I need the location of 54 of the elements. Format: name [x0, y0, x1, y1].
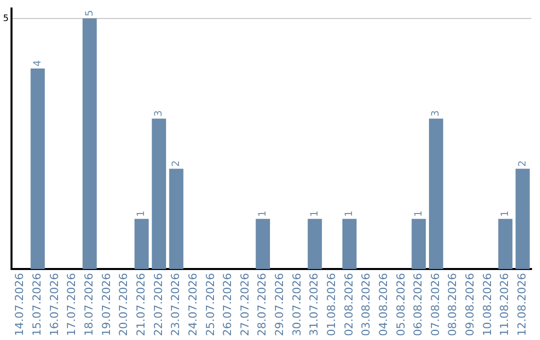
data-label: 3 [154, 110, 165, 117]
x-tick-label: 30.07.2026 [290, 273, 304, 336]
x-tick-label: 27.07.2026 [238, 273, 252, 336]
data-label: 4 [32, 60, 44, 67]
bar [342, 218, 357, 270]
data-label: 1 [500, 210, 511, 217]
data-label: 1 [344, 210, 356, 217]
x-tick-label: 11.08.2026 [498, 273, 512, 336]
x-tick-label: 16.07.2026 [48, 273, 61, 336]
data-label: 5 [84, 10, 96, 16]
bar [134, 218, 149, 270]
bar [30, 68, 45, 270]
x-tick-label: 06.08.2026 [412, 273, 425, 336]
data-label: 2 [517, 160, 528, 167]
x-tick-label: 05.08.2026 [394, 273, 408, 336]
data-label: 1 [257, 210, 268, 217]
x-tick-label: 04.08.2026 [376, 273, 390, 336]
data-label: 1 [413, 210, 424, 217]
x-tick-label: 25.07.2026 [204, 273, 217, 336]
bar [498, 218, 512, 270]
bar [308, 218, 322, 270]
x-tick-label: 07.08.2026 [428, 273, 442, 336]
bar [82, 18, 97, 270]
x-tick-label: 23.07.2026 [169, 273, 182, 336]
bar [169, 168, 184, 270]
x-tick-label: 18.07.2026 [82, 273, 96, 336]
x-tick-label: 01.08.2026 [325, 273, 338, 336]
x-tick-label: 28.07.2026 [256, 273, 269, 336]
bar [152, 118, 166, 270]
x-tick-label: 12.08.2026 [516, 273, 529, 336]
x-tick-label: 08.08.2026 [446, 273, 460, 336]
x-tick-label: 17.07.2026 [65, 273, 78, 336]
x-tick-label: 21.07.2026 [134, 273, 148, 336]
x-tick-label: 09.08.2026 [464, 273, 477, 336]
bar [516, 168, 530, 270]
x-tick-label: 15.07.2026 [30, 273, 44, 336]
x-tick-label: 10.08.2026 [480, 273, 494, 336]
x-tick-label: 31.07.2026 [308, 273, 321, 336]
x-tick-label: 19.07.2026 [100, 273, 113, 336]
x-tick-label: 22.07.2026 [152, 273, 165, 336]
x-tick-label: 29.07.2026 [273, 273, 286, 336]
data-label: 1 [309, 210, 320, 217]
x-tick-label: 26.07.2026 [221, 273, 234, 336]
x-tick-label: 14.07.2026 [13, 273, 26, 336]
bar [412, 218, 426, 270]
bar [256, 218, 270, 270]
data-label: 1 [136, 210, 148, 217]
bar [428, 118, 444, 270]
x-tick-label: 03.08.2026 [360, 273, 373, 336]
data-label: 3 [430, 110, 442, 117]
data-label: 2 [170, 160, 182, 167]
x-tick-label: 24.07.2026 [186, 273, 200, 336]
x-tick-label: 20.07.2026 [117, 273, 130, 336]
x-tick-label: 02.08.2026 [342, 273, 356, 336]
